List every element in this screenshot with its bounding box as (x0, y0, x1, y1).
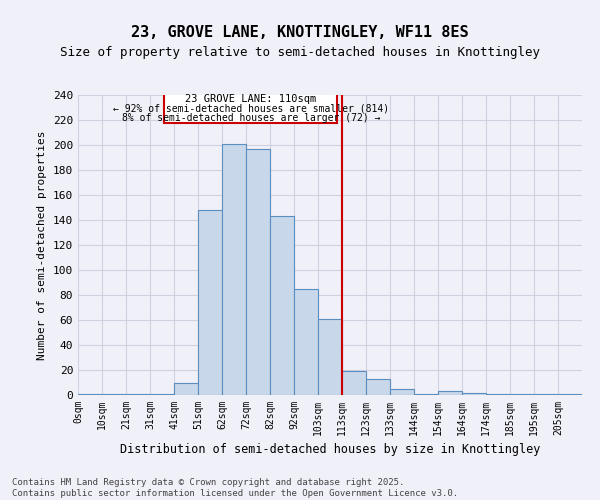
Bar (174, 382, 198, 395)
Y-axis label: Number of semi-detached properties: Number of semi-detached properties (37, 130, 47, 360)
Bar (78, 394, 102, 395)
Bar (294, 289, 318, 395)
Text: 8% of semi-detached houses are larger (72) →: 8% of semi-detached houses are larger (7… (122, 112, 380, 122)
Text: ← 92% of semi-detached houses are smaller (814): ← 92% of semi-detached houses are smalle… (113, 104, 389, 114)
Text: 23, GROVE LANE, KNOTTINGLEY, WF11 8ES: 23, GROVE LANE, KNOTTINGLEY, WF11 8ES (131, 25, 469, 40)
FancyBboxPatch shape (164, 92, 337, 122)
X-axis label: Distribution of semi-detached houses by size in Knottingley: Distribution of semi-detached houses by … (120, 444, 540, 456)
Bar (462, 392, 486, 395)
Bar (390, 389, 414, 395)
Bar (438, 391, 462, 395)
Bar (126, 394, 150, 395)
Text: Size of property relative to semi-detached houses in Knottingley: Size of property relative to semi-detach… (60, 46, 540, 59)
Bar (534, 394, 558, 395)
Bar (414, 394, 438, 395)
Text: Contains HM Land Registry data © Crown copyright and database right 2025.
Contai: Contains HM Land Registry data © Crown c… (12, 478, 458, 498)
Bar (486, 394, 510, 395)
Bar (270, 216, 294, 395)
Bar (246, 149, 270, 395)
Text: 23 GROVE LANE: 110sqm: 23 GROVE LANE: 110sqm (185, 94, 316, 104)
Bar (222, 144, 246, 395)
Bar (102, 394, 126, 395)
Bar (150, 394, 174, 395)
Bar (510, 394, 534, 395)
Bar (342, 371, 366, 395)
Bar (558, 394, 582, 395)
Bar (318, 319, 342, 395)
Bar (198, 210, 222, 395)
Bar (366, 379, 390, 395)
